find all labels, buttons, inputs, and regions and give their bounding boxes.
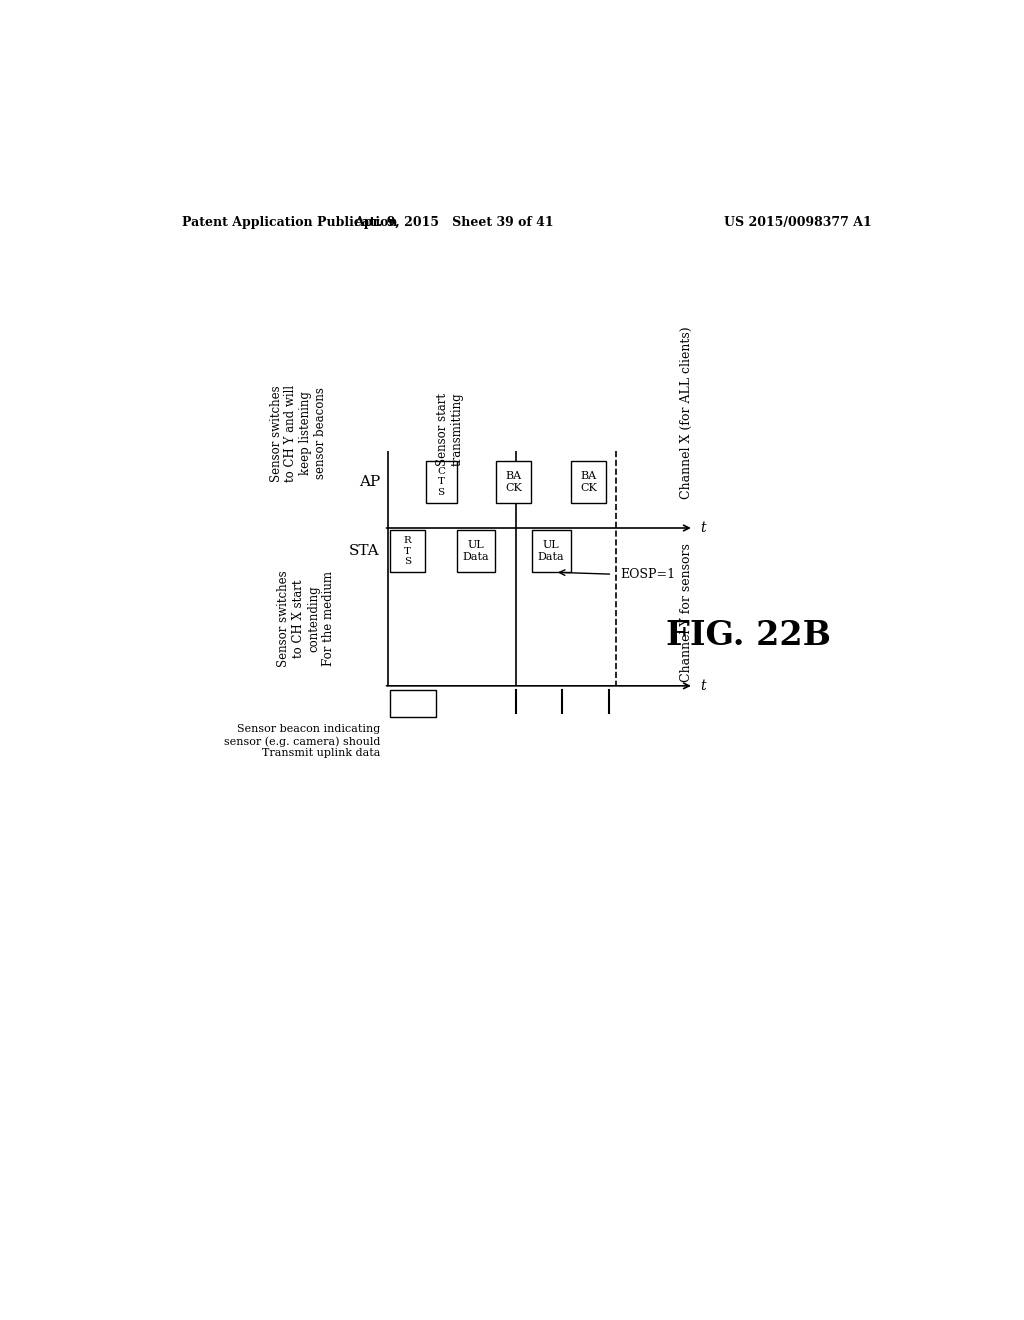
Text: BA
CK: BA CK [581, 471, 597, 492]
Text: Patent Application Publication: Patent Application Publication [182, 216, 397, 230]
Text: R
T
S: R T S [403, 536, 412, 566]
Bar [426, 461, 457, 503]
Text: t: t [700, 521, 706, 535]
Text: Sensor switches
to CH X start
contending
For the medium: Sensor switches to CH X start contending… [278, 570, 335, 667]
Bar [571, 461, 606, 503]
Bar [496, 461, 531, 503]
Text: Sensor start
transmitting: Sensor start transmitting [435, 393, 464, 466]
Text: BA
CK: BA CK [505, 471, 522, 492]
Bar [390, 529, 425, 573]
Text: AP: AP [358, 475, 380, 488]
Text: EOSP=1: EOSP=1 [621, 568, 675, 581]
Text: UL
Data: UL Data [538, 540, 564, 562]
Text: Sensor switches
to CH Y and will
keep listening
sensor beacons: Sensor switches to CH Y and will keep li… [269, 384, 328, 482]
Text: UL
Data: UL Data [463, 540, 489, 562]
Text: US 2015/0098377 A1: US 2015/0098377 A1 [724, 216, 872, 230]
Text: Channel Y for sensors: Channel Y for sensors [680, 544, 692, 682]
Text: STA: STA [349, 544, 380, 558]
Text: Sensor beacon indicating
sensor (e.g. camera) should
Transmit uplink data: Sensor beacon indicating sensor (e.g. ca… [223, 725, 380, 758]
Text: Apr. 9, 2015   Sheet 39 of 41: Apr. 9, 2015 Sheet 39 of 41 [353, 216, 553, 230]
Text: FIG. 22B: FIG. 22B [666, 619, 830, 652]
Text: Channel X (for ALL clients): Channel X (for ALL clients) [680, 326, 692, 499]
Bar [390, 689, 436, 717]
Bar [531, 529, 570, 573]
Bar [457, 529, 496, 573]
Text: C
T
S: C T S [437, 467, 445, 496]
Text: t: t [700, 678, 706, 693]
